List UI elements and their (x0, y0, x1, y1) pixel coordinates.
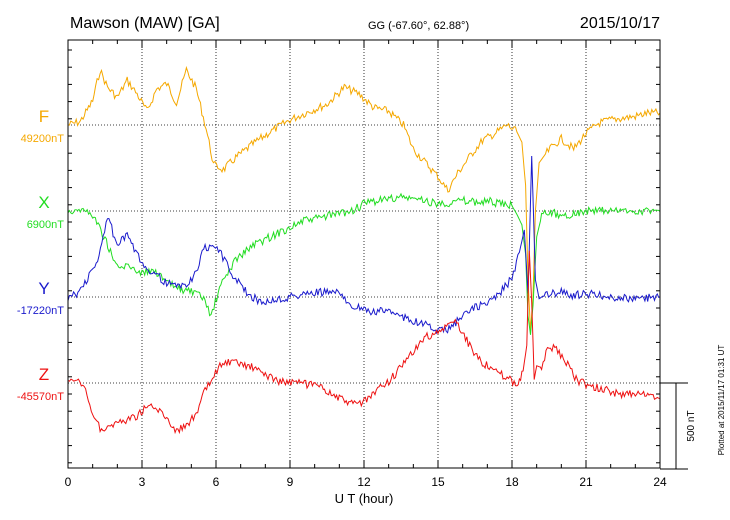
series-line-x (67, 192, 661, 335)
x-tick-label: 6 (213, 475, 220, 489)
x-axis-label: U T (hour) (335, 491, 394, 506)
series-name-x: X (38, 193, 49, 212)
series-name-z: Z (39, 365, 49, 384)
series-line-y (67, 155, 661, 335)
scale-bar-label: 500 nT (686, 410, 697, 441)
station-coordinates: GG (-67.60°, 62.88°) (368, 20, 469, 32)
grid (68, 40, 660, 468)
series-name-f: F (39, 107, 49, 126)
series-name-y: Y (38, 279, 49, 298)
chart-date: 2015/10/17 (580, 15, 660, 32)
x-tick-label: 21 (579, 475, 593, 489)
x-tick-label: 12 (357, 475, 371, 489)
series-line-f (67, 65, 661, 332)
station-title: Mawson (MAW) [GA] (70, 15, 220, 32)
series-baseline-z: -45570nT (17, 391, 64, 403)
x-tick-label: 18 (505, 475, 519, 489)
x-tick-label: 3 (139, 475, 146, 489)
series-layer (67, 65, 661, 435)
x-tick-label: 24 (653, 475, 667, 489)
plotted-timestamp: Plotted at 2015/11/17 01:31 UT (717, 345, 726, 456)
series-line-z (67, 250, 661, 435)
series-baseline-y: -17220nT (17, 305, 64, 317)
series-baseline-f: 49200nT (21, 133, 65, 145)
x-tick-label: 0 (65, 475, 72, 489)
x-tick-label: 9 (287, 475, 294, 489)
series-baseline-x: 6900nT (27, 219, 65, 231)
axis-layer: 0 3 6 9 12 15 18 21 24 F 49200nT X 6900nT Y -17220nT Z -… (17, 40, 688, 489)
x-tick-label: 15 (431, 475, 445, 489)
